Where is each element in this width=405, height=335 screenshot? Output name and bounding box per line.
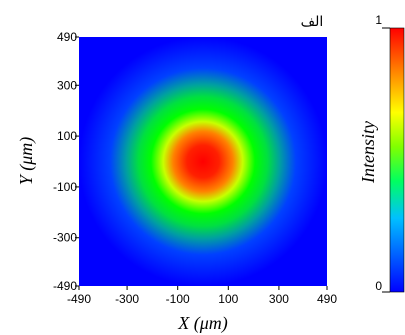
panel-label: الف [301, 14, 324, 30]
x-tick-label: 490 [317, 292, 337, 306]
x-tick-label: 100 [218, 292, 238, 306]
y-tick-label: -490 [53, 279, 77, 293]
y-tick-label: -100 [53, 180, 77, 194]
y-tick-label: 100 [57, 129, 77, 143]
colorbar-label: Intensity [358, 121, 378, 184]
x-tick-label: -300 [115, 292, 139, 306]
intensity-spot [79, 37, 327, 286]
x-tick-label: 300 [269, 292, 289, 306]
x-axis: -490 -300 -100 100 300 490 [67, 286, 337, 306]
x-tick-label: -100 [166, 292, 190, 306]
colorbar-gradient [389, 27, 405, 293]
x-tick-label: -490 [67, 292, 91, 306]
colorbar-tick-label-min: 0 [375, 279, 382, 293]
y-axis: 490 300 100 -100 -300 -490 [53, 30, 79, 293]
x-axis-title: X (μm) [177, 313, 228, 334]
colorbar-tick-label-max: 1 [375, 13, 382, 27]
y-tick-label: 300 [57, 78, 77, 92]
colorbar: 1 0 Intensity [358, 13, 405, 293]
heatmap [79, 37, 327, 286]
y-axis-title: Y (μm) [16, 137, 37, 186]
y-tick-label: -300 [53, 231, 77, 245]
y-tick-label: 490 [57, 30, 77, 44]
